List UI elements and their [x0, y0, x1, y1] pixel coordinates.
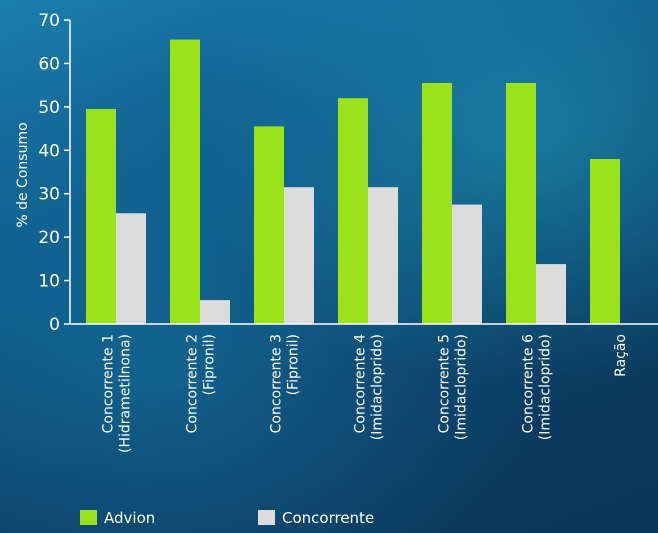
- legend-label-advion: Advion: [104, 509, 155, 527]
- category-label: (Hidrametilnona): [118, 334, 134, 453]
- bar-advion-3: [254, 126, 284, 325]
- y-tick-label: 40: [38, 141, 60, 161]
- bar-concorrente-5: [452, 204, 482, 324]
- bar-advion-1: [86, 109, 116, 325]
- category-label: Concorrente 2: [185, 334, 201, 433]
- category-label: Concorrente 3: [269, 334, 285, 433]
- bar-advion-7: [590, 158, 620, 324]
- category-label: Ração: [613, 334, 629, 377]
- legend-swatch-concorrente: [258, 510, 275, 525]
- bar-concorrente-4: [368, 187, 398, 324]
- category-label: (Imidacloprido): [538, 334, 554, 440]
- bar-concorrente-1: [116, 213, 146, 324]
- y-tick-label: 30: [38, 185, 60, 205]
- bar-advion-2: [170, 39, 200, 325]
- legend-swatch-advion: [80, 510, 97, 525]
- category-label: Concorrente 1: [101, 334, 117, 433]
- bar-advion-6: [506, 82, 536, 324]
- y-tick-label: 60: [38, 54, 60, 74]
- category-label: Concorrente 6: [521, 334, 537, 433]
- bar-concorrente-2: [200, 300, 230, 324]
- y-tick-label: 70: [38, 11, 60, 31]
- y-axis-label: % de Consumo: [15, 122, 31, 227]
- category-label: (Fipronil): [202, 334, 218, 395]
- bar-advion-5: [422, 82, 452, 324]
- y-tick-label: 10: [38, 272, 60, 292]
- bar-concorrente-3: [284, 187, 314, 324]
- category-label: (Fipronil): [286, 334, 302, 395]
- category-label: (Imidacloprido): [370, 334, 386, 440]
- category-label: Concorrente 5: [437, 334, 453, 433]
- bar-concorrente-6: [536, 264, 566, 324]
- bar-advion-4: [338, 98, 368, 325]
- y-tick-label: 50: [38, 98, 60, 118]
- category-label: (Imidacloprido): [454, 334, 470, 440]
- y-tick-label: 0: [49, 315, 60, 335]
- legend-label-concorrente: Concorrente: [282, 509, 374, 527]
- y-tick-label: 20: [38, 228, 60, 248]
- category-label: Concorrente 4: [353, 334, 369, 433]
